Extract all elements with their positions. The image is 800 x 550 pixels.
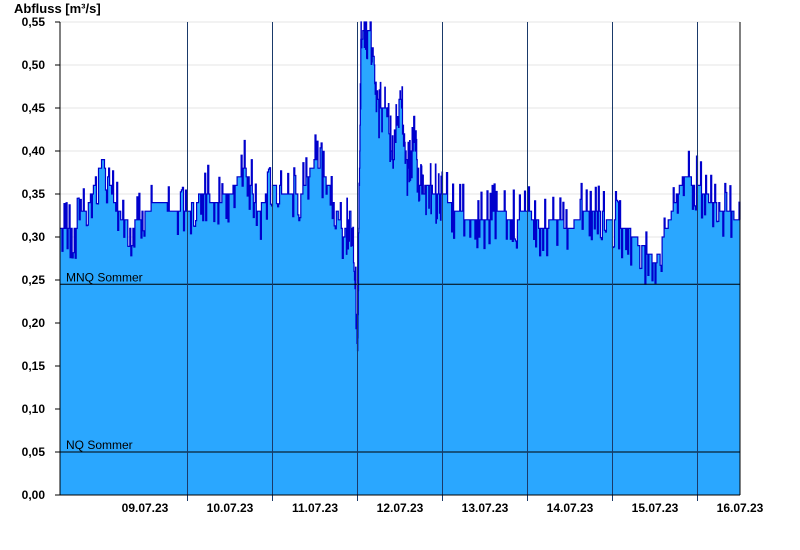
x-tick-label-2: 11.07.23: [292, 501, 338, 515]
x-tick-label-3: 12.07.23: [377, 501, 424, 515]
x-axis-ticks: 09.07.23 10.07.23 11.07.23 12.07.23 13.07.23…: [122, 501, 764, 515]
x-tick-label-0: 09.07.23: [122, 501, 169, 515]
day-separators: [187, 22, 698, 501]
x-tick-label-6: 15.07.23: [632, 501, 679, 515]
y-axis-label: Abfluss [m³/s]: [14, 1, 101, 16]
discharge-area-series: [60, 21, 741, 495]
reference-label-0: MNQ Sommer: [66, 270, 143, 284]
plot-frame: [59, 22, 741, 496]
y-tick-label-0: 0,00: [22, 488, 46, 502]
y-tick-label-6: 0,30: [22, 230, 46, 244]
y-tick-label-9: 0,45: [22, 101, 46, 115]
y-tick-label-2: 0,10: [22, 402, 46, 416]
reference-label-1: NQ Sommer: [66, 438, 133, 452]
y-tick-label-7: 0,35: [22, 187, 46, 201]
discharge-area: [60, 22, 740, 495]
y-tick-label-8: 0,40: [22, 144, 46, 158]
reference-lines: MNQ Sommer NQ Sommer: [60, 270, 740, 453]
x-tick-label-7: 16.07.23: [717, 501, 764, 515]
y-tick-label-1: 0,05: [22, 445, 46, 459]
y-tick-label-10: 0,50: [22, 58, 46, 72]
x-tick-label-1: 10.07.23: [207, 501, 254, 515]
y-tick-label-4: 0,20: [22, 316, 46, 330]
y-tick-label-3: 0,15: [22, 359, 46, 373]
y-tick-label-5: 0,25: [22, 273, 46, 287]
y-axis-ticks: 0,00 0,05 0,10 0,15 0,20 0,25 0,30 0,35 0,40 0,45…: [22, 15, 60, 502]
discharge-line: [60, 21, 741, 352]
x-tick-label-4: 13.07.23: [462, 501, 509, 515]
y-tick-label-11: 0,55: [22, 15, 46, 29]
x-tick-label-5: 14.07.23: [547, 501, 594, 515]
